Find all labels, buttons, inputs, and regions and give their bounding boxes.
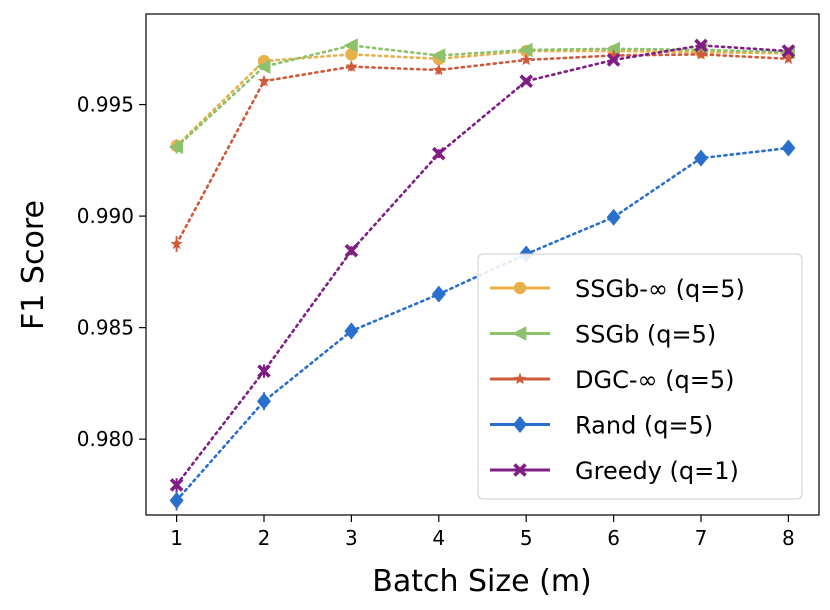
series-line (175, 53, 790, 246)
series-line (175, 44, 790, 487)
data-point (694, 38, 708, 53)
data-point (431, 285, 446, 303)
data-point (344, 322, 359, 340)
legend-marker (513, 281, 527, 295)
legend-item: Rand (q=5) (490, 412, 713, 440)
legend-item: SSGb (q=5) (490, 321, 716, 349)
data-point (257, 74, 271, 87)
legend-item: Greedy (q=1) (490, 457, 739, 485)
x-tick-label: 7 (695, 526, 708, 550)
y-tick-label: 0.990 (77, 204, 134, 228)
x-tick-label: 2 (258, 526, 271, 550)
y-axis: 0.980 0.985 0.990 0.995 (77, 93, 146, 451)
x-axis: 1 2 3 4 5 6 7 8 (170, 515, 795, 550)
legend-label: Greedy (q=1) (575, 457, 739, 485)
x-tick-label: 6 (607, 526, 620, 550)
data-point (170, 237, 183, 250)
data-point (694, 47, 708, 60)
legend-marker (513, 372, 527, 385)
legend-marker (513, 463, 527, 477)
data-point (430, 48, 446, 63)
legend-marker (513, 416, 527, 433)
series-line (175, 49, 790, 148)
plot-frame (145, 13, 820, 516)
series-line (175, 44, 790, 149)
legend-box (477, 253, 803, 500)
data-point (606, 208, 621, 226)
data-point (781, 44, 796, 58)
x-tick-label: 3 (345, 526, 358, 550)
x-tick-label: 5 (520, 526, 533, 550)
x-tick-label: 4 (432, 526, 445, 550)
data-point (257, 364, 271, 378)
y-tick-label: 0.985 (77, 316, 134, 340)
data-point (344, 243, 359, 258)
series-4 (169, 38, 796, 492)
data-point (256, 392, 271, 410)
legend-item: DGC-∞ (q=5) (490, 366, 734, 394)
data-point (520, 53, 533, 66)
data-point (519, 74, 533, 88)
series-0 (170, 44, 795, 153)
legend-label: SSGb (q=5) (575, 321, 716, 349)
data-point (605, 41, 621, 56)
data-point (606, 53, 621, 67)
legend: SSGb-∞ (q=5) SSGb (q=5) DGC-∞ (q=5) Rand (q… (477, 253, 803, 500)
data-point (345, 60, 358, 72)
series-2 (170, 47, 795, 252)
legend-label: DGC-∞ (q=5) (575, 366, 734, 394)
data-point (169, 478, 184, 492)
data-point (432, 63, 445, 76)
data-point (168, 139, 183, 155)
data-point (607, 48, 620, 61)
data-point (518, 42, 533, 58)
legend-marker (512, 326, 527, 341)
data-point (781, 139, 796, 157)
data-point (169, 492, 184, 510)
y-tick-label: 0.980 (77, 427, 134, 451)
data-point (255, 59, 271, 74)
data-point (694, 149, 709, 167)
data-point (782, 52, 795, 65)
x-tick-label: 8 (782, 526, 795, 550)
legend-item: SSGb-∞ (q=5) (490, 275, 745, 303)
legend-label: SSGb-∞ (q=5) (575, 275, 745, 303)
x-tick-label: 1 (170, 526, 183, 550)
y-tick-label: 0.995 (77, 93, 134, 117)
data-point (432, 146, 446, 161)
x-axis-title: Batch Size (m) (372, 564, 592, 599)
data-point (343, 38, 358, 53)
legend-label: Rand (q=5) (575, 412, 713, 440)
data-point (345, 48, 358, 61)
y-axis-title: F1 Score (16, 200, 51, 330)
